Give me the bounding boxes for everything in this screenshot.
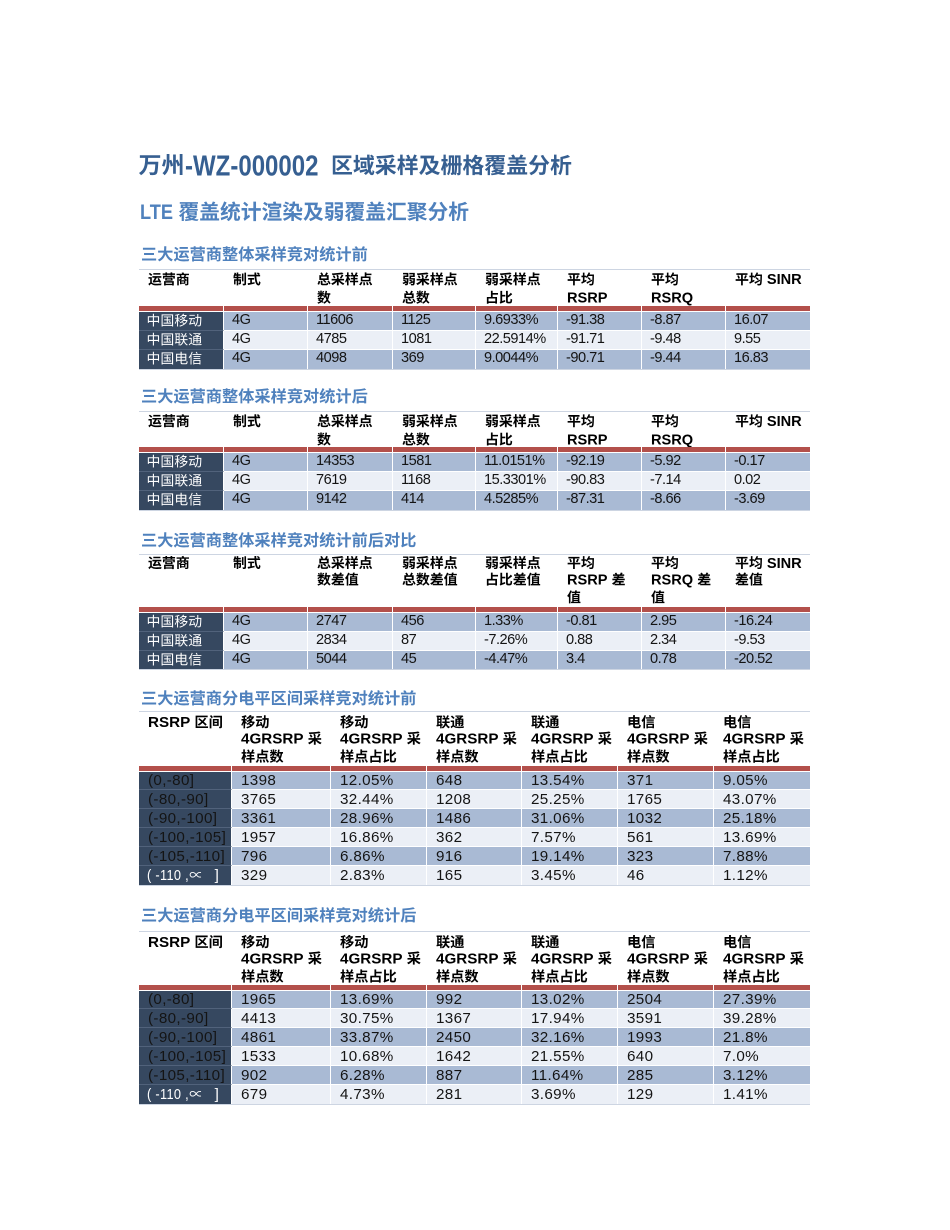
svg-text:4GRSRP: 4GRSRP bbox=[723, 950, 785, 967]
svg-text:4GRSRP: 4GRSRP bbox=[627, 731, 689, 748]
svg-text:RSRP: RSRP bbox=[567, 432, 608, 447]
svg-text:-WZ-000002: -WZ-000002 bbox=[185, 151, 319, 180]
svg-text:LTE: LTE bbox=[140, 201, 173, 224]
svg-text:4GRSRP: 4GRSRP bbox=[723, 731, 785, 748]
svg-text:RSRP: RSRP bbox=[148, 714, 190, 731]
svg-text:4GRSRP: 4GRSRP bbox=[627, 950, 689, 967]
svg-text:RSRP: RSRP bbox=[567, 291, 608, 307]
svg-text:4GRSRP: 4GRSRP bbox=[436, 731, 498, 748]
svg-text:4GRSRP: 4GRSRP bbox=[531, 950, 593, 967]
svg-text:RSRP: RSRP bbox=[148, 934, 190, 951]
svg-text:SINR: SINR bbox=[767, 556, 802, 572]
svg-text:4GRSRP: 4GRSRP bbox=[241, 731, 303, 748]
svg-text:RSRQ: RSRQ bbox=[651, 432, 693, 447]
svg-text:]: ] bbox=[215, 1086, 220, 1103]
svg-text:4GRSRP: 4GRSRP bbox=[436, 950, 498, 967]
svg-text:SINR: SINR bbox=[767, 414, 802, 430]
svg-text:RSRP: RSRP bbox=[567, 572, 608, 588]
svg-text:RSRQ: RSRQ bbox=[651, 572, 693, 588]
svg-text:]: ] bbox=[215, 867, 220, 884]
svg-text:4GRSRP: 4GRSRP bbox=[531, 731, 593, 748]
svg-text:RSRQ: RSRQ bbox=[651, 291, 693, 307]
svg-text:( -110 ,: ( -110 , bbox=[147, 1087, 189, 1103]
svg-text:4GRSRP: 4GRSRP bbox=[340, 950, 402, 967]
svg-text:( -110 ,: ( -110 , bbox=[147, 868, 189, 884]
svg-text:SINR: SINR bbox=[767, 272, 802, 288]
svg-text:4GRSRP: 4GRSRP bbox=[241, 950, 303, 967]
svg-text:4GRSRP: 4GRSRP bbox=[340, 731, 402, 748]
